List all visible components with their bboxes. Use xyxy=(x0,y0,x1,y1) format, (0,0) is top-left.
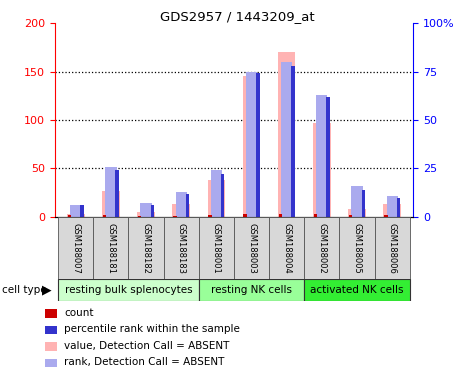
Bar xyxy=(221,174,225,217)
Text: GSM188183: GSM188183 xyxy=(177,223,186,274)
Bar xyxy=(269,217,304,280)
Text: GSM188182: GSM188182 xyxy=(142,223,151,274)
Bar xyxy=(105,167,116,217)
Bar xyxy=(70,205,81,217)
Bar xyxy=(199,279,304,301)
Bar xyxy=(340,217,375,280)
Text: resting bulk splenocytes: resting bulk splenocytes xyxy=(65,285,192,295)
Bar xyxy=(58,279,199,301)
Bar xyxy=(361,190,365,217)
Bar xyxy=(141,204,152,217)
Bar xyxy=(186,194,189,217)
Bar xyxy=(352,186,362,217)
Bar xyxy=(102,191,120,217)
Bar xyxy=(173,216,177,217)
Bar xyxy=(397,198,400,217)
Text: resting NK cells: resting NK cells xyxy=(211,285,292,295)
Text: GSM188007: GSM188007 xyxy=(71,223,80,274)
Bar xyxy=(93,217,128,280)
Bar xyxy=(67,215,71,217)
Bar xyxy=(348,209,366,217)
Text: rank, Detection Call = ABSENT: rank, Detection Call = ABSENT xyxy=(64,358,225,367)
Text: GDS2957 / 1443209_at: GDS2957 / 1443209_at xyxy=(160,10,315,23)
Bar xyxy=(316,95,327,217)
Bar xyxy=(80,205,84,217)
Bar xyxy=(138,216,142,217)
Bar xyxy=(208,215,212,217)
Bar xyxy=(128,217,163,280)
Bar xyxy=(313,123,331,217)
Bar xyxy=(384,215,388,217)
Text: GSM188001: GSM188001 xyxy=(212,223,221,274)
Bar xyxy=(208,180,225,217)
Bar xyxy=(304,217,340,280)
Bar xyxy=(278,52,295,217)
Bar xyxy=(151,205,154,217)
Bar xyxy=(103,215,106,217)
Bar xyxy=(387,195,398,217)
Bar xyxy=(243,214,247,217)
Text: cell type: cell type xyxy=(2,285,47,295)
Text: GSM188006: GSM188006 xyxy=(388,223,397,274)
Text: GSM188005: GSM188005 xyxy=(352,223,361,274)
Bar xyxy=(115,170,119,217)
Bar xyxy=(199,217,234,280)
Bar xyxy=(172,204,190,217)
Text: GSM188181: GSM188181 xyxy=(106,223,115,274)
Text: percentile rank within the sample: percentile rank within the sample xyxy=(64,324,240,334)
Bar xyxy=(383,204,401,217)
Bar xyxy=(246,71,257,217)
Bar xyxy=(375,217,410,280)
Bar xyxy=(314,214,317,217)
Bar xyxy=(281,62,292,217)
Text: ▶: ▶ xyxy=(42,284,51,297)
Bar xyxy=(304,279,410,301)
Text: GSM188002: GSM188002 xyxy=(317,223,326,274)
Bar xyxy=(326,97,330,217)
Text: value, Detection Call = ABSENT: value, Detection Call = ABSENT xyxy=(64,341,229,351)
Bar xyxy=(243,76,260,217)
Text: activated NK cells: activated NK cells xyxy=(310,285,404,295)
Bar xyxy=(211,170,222,217)
Bar xyxy=(349,215,352,217)
Text: GSM188004: GSM188004 xyxy=(282,223,291,274)
Bar xyxy=(137,212,155,217)
Bar xyxy=(67,214,85,217)
Bar xyxy=(279,214,282,217)
Bar xyxy=(234,217,269,280)
Bar xyxy=(176,192,187,217)
Bar xyxy=(163,217,199,280)
Text: count: count xyxy=(64,308,94,318)
Bar xyxy=(291,66,295,217)
Bar xyxy=(58,217,93,280)
Text: GSM188003: GSM188003 xyxy=(247,223,256,274)
Bar xyxy=(256,73,260,217)
